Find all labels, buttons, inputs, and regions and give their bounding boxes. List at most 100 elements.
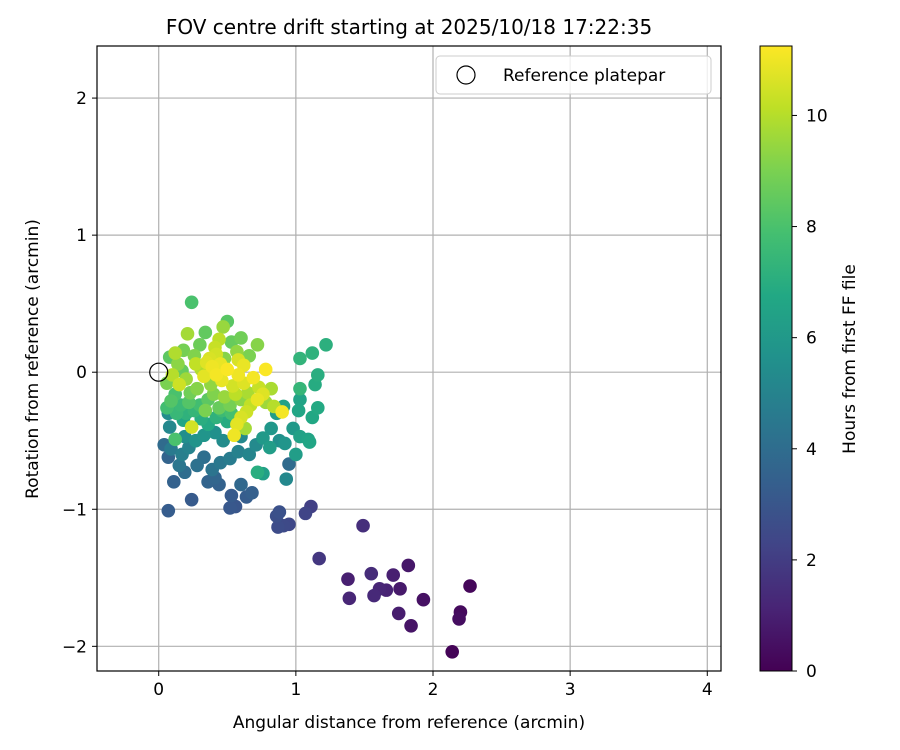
scatter-point: [234, 477, 248, 492]
legend-label-reference-platepar: Reference platepar: [503, 66, 665, 86]
scatter-point: [167, 475, 181, 489]
scatter-point: [250, 337, 265, 352]
y-axis-label: Rotation from reference (arcmin): [23, 219, 43, 499]
scatter-point: [258, 362, 273, 377]
scatter-point: [161, 503, 176, 518]
scatter-point: [289, 447, 303, 462]
plot-area-frame: [96, 45, 722, 672]
scatter-point: [190, 458, 204, 473]
scatter-point: [162, 420, 177, 434]
scatter-point: [212, 401, 226, 415]
scatter-point: [356, 518, 370, 533]
scatter-point: [263, 440, 277, 455]
scatter-point: [227, 428, 241, 443]
scatter-point: [217, 390, 232, 404]
x-tick-label: 0: [153, 680, 164, 700]
scatter-point: [364, 566, 379, 581]
colorbar-label: Hours from first FF file: [840, 264, 860, 454]
x-axis-ticks: 0 1 2 3 4: [153, 671, 713, 700]
chart-title: FOV centre drift starting at 2025/10/18 …: [166, 15, 652, 39]
grid: [97, 46, 721, 671]
x-tick-label: 2: [428, 680, 439, 700]
scatter-point: [165, 368, 180, 382]
scatter-point: [282, 457, 296, 471]
legend-box: [435, 55, 712, 95]
scatter-point: [190, 381, 204, 396]
colorbar: 0 2 4 6 8 10 Hours from first FF file: [759, 45, 860, 682]
colorbar-tick-label: 2: [806, 551, 817, 571]
scatter-point: [171, 357, 185, 371]
colorbar-ticks: 0 2 4 6 8 10: [792, 106, 828, 682]
scatter-point: [209, 368, 224, 382]
scatter-point: [386, 568, 401, 582]
scatter-point: [311, 401, 325, 415]
scatter-point: [312, 551, 326, 566]
scatter-point: [298, 506, 313, 521]
scatter-point: [172, 458, 187, 473]
scatter-point: [197, 428, 211, 443]
scatter-point: [393, 581, 407, 596]
y-tick-label: −2: [62, 637, 87, 657]
scatter-point: [293, 351, 307, 366]
data-points: [157, 295, 477, 659]
reference-platepar-marker: [149, 362, 169, 382]
scatter-point: [293, 381, 307, 396]
scatter-point: [223, 501, 237, 515]
legend-marker-open-circle: [456, 65, 476, 85]
scatter-point: [231, 444, 246, 459]
y-tick-label: 2: [76, 89, 87, 109]
scatter-point: [231, 368, 246, 382]
scatter-point: [198, 325, 213, 340]
scatter-point: [264, 421, 278, 436]
scatter-point: [230, 417, 244, 432]
scatter-point: [164, 394, 178, 408]
scatter-point: [193, 337, 207, 352]
scatter-point: [184, 295, 199, 310]
scatter-point: [302, 435, 317, 449]
scatter-point: [224, 488, 239, 503]
legend: Reference platepar: [435, 55, 712, 95]
scatter-point: [250, 465, 265, 480]
scatter-point: [225, 379, 240, 393]
scatter-point: [341, 572, 355, 586]
x-tick-label: 3: [565, 680, 576, 700]
colorbar-tick-label: 10: [806, 106, 828, 126]
scatter-point: [367, 588, 381, 603]
scatter-point: [416, 592, 431, 607]
scatter-point: [452, 612, 466, 626]
scatter-point: [216, 320, 230, 334]
scatter-point: [172, 377, 187, 392]
reference-marker: [149, 362, 169, 382]
scatter-point: [404, 618, 418, 633]
scatter-point: [246, 370, 261, 385]
scatter-point: [275, 405, 289, 419]
colorbar-gradient: [759, 45, 793, 672]
scatter-point: [242, 447, 257, 462]
x-tick-label: 4: [702, 680, 713, 700]
scatter-point: [305, 346, 320, 360]
scatter-point: [184, 420, 199, 434]
scatter-point: [278, 436, 292, 451]
scatter-point: [271, 520, 285, 534]
y-axis-ticks: −2 −1 0 1 2: [62, 89, 97, 657]
scatter-point: [216, 433, 230, 448]
colorbar-tick-label: 0: [806, 662, 817, 682]
scatter-point: [180, 327, 195, 341]
scatter-point: [245, 486, 259, 500]
x-axis-label: Angular distance from reference (arcmin): [233, 713, 585, 733]
scatter-point: [256, 431, 270, 445]
scatter-point: [234, 331, 248, 345]
y-tick-label: 1: [76, 226, 87, 246]
colorbar-tick-label: 6: [806, 329, 817, 349]
scatter-point: [184, 492, 199, 507]
scatter-point: [188, 357, 203, 371]
scatter-point: [401, 558, 416, 573]
scatter-point: [445, 645, 460, 659]
y-tick-label: −1: [62, 500, 87, 520]
scatter-point: [198, 403, 213, 418]
scatter-point: [311, 368, 325, 382]
scatter-point: [197, 369, 211, 384]
scatter-point: [291, 403, 306, 418]
scatter-point: [168, 346, 182, 360]
